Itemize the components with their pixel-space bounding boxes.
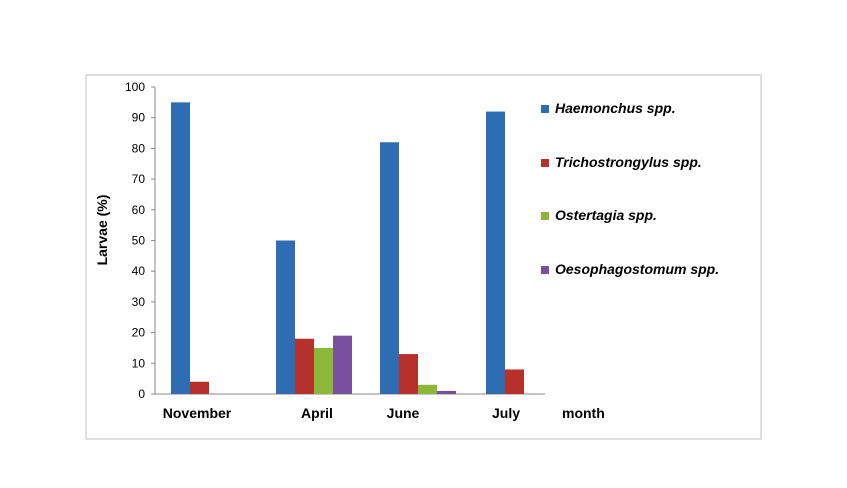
x-axis-labels: November April June July [163, 405, 520, 421]
y-tick-label: 50 [132, 234, 146, 248]
y-tick-label: 70 [132, 172, 146, 186]
bar [486, 111, 505, 394]
bar [418, 384, 437, 394]
legend-swatch [541, 105, 549, 113]
bar [171, 102, 190, 394]
legend-label: Trichostrongylus spp. [555, 154, 702, 170]
x-tick-label: June [387, 405, 420, 421]
chart-border [85, 74, 762, 440]
x-axis-title: month [562, 405, 605, 421]
x-tick-label: November [163, 405, 232, 421]
legend-swatch [541, 266, 549, 274]
bar [437, 390, 456, 394]
legend-label: Oesophagostomum spp. [555, 261, 719, 277]
legend-swatch [541, 212, 549, 220]
bar [333, 335, 352, 394]
bar [276, 240, 295, 394]
bar [505, 369, 524, 394]
y-tick-label: 80 [132, 141, 146, 155]
y-tick-label: 100 [125, 80, 145, 94]
x-tick-label: July [492, 405, 520, 421]
bars [171, 102, 524, 394]
legend: Haemonchus spp. Trichostrongylus spp. Oste… [541, 100, 719, 277]
y-tick-label: 40 [132, 264, 146, 278]
y-tick-label: 90 [132, 111, 146, 125]
bar [399, 354, 418, 394]
legend-label: Ostertagia spp. [555, 207, 657, 223]
legend-label: Haemonchus spp. [555, 100, 676, 116]
bar [295, 338, 314, 394]
x-tick-label: April [301, 405, 333, 421]
y-tick-label: 20 [132, 326, 146, 340]
bar [380, 142, 399, 394]
y-tick-label: 60 [132, 203, 146, 217]
y-axis: 0 10 20 30 40 50 60 70 80 90 100 [125, 80, 545, 401]
bar [314, 347, 333, 394]
y-axis-title: Larvae (%) [94, 195, 110, 266]
legend-swatch [541, 159, 549, 167]
bar [190, 381, 209, 394]
y-tick-label: 10 [132, 356, 146, 370]
y-tick-label: 0 [138, 387, 145, 401]
y-tick-label: 30 [132, 295, 146, 309]
